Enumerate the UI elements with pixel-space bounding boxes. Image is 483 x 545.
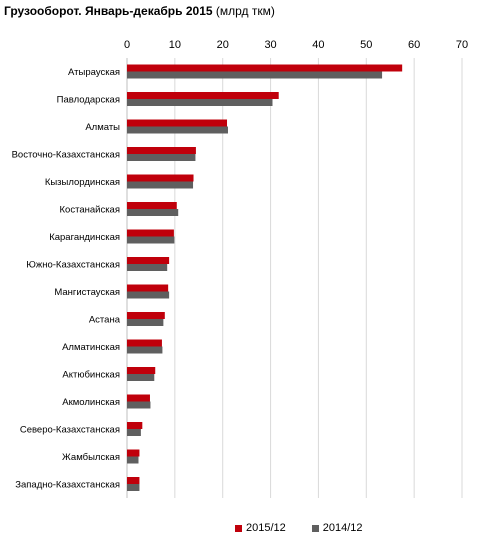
bar-2015 [127,477,140,484]
bar-2015 [127,394,150,402]
legend-item-2015: 2015/12 [235,522,286,534]
bar-2014 [127,374,155,381]
legend-label-2014: 2014/12 [322,522,363,534]
legend-item-2014: 2014/12 [311,522,363,534]
category-label: Костанайская [60,205,120,216]
bar-2015 [127,229,174,237]
bar-2014 [127,99,273,106]
x-tick-label-70: 70 [456,39,468,51]
category-label: Алматинская [62,342,120,353]
category-labels: Атырауская Павлодарская Алматы Восточно-Каз… [12,67,121,491]
category-label: Павлодарская [57,95,120,106]
category-label: Южно-Казахстанская [26,260,120,271]
bar-2015 [127,119,228,127]
bar-2014 [127,71,383,79]
bar-2014 [127,291,170,299]
category-label: Акмолинская [62,397,120,408]
bar-2014 [127,264,168,271]
category-label: Астана [89,315,121,326]
chart-title: Грузооборот. Январь-декабрь 2015 (млрд т… [4,4,275,18]
category-label: Атырауская [68,67,120,78]
legend-swatch-2014 [311,524,319,532]
bar-2015 [127,339,162,347]
bar-2014 [127,429,141,436]
x-axis-tick-labels: 0 10 20 30 40 50 60 70 [124,39,468,51]
bar-2014 [127,126,228,134]
x-tick-label-60: 60 [408,39,420,51]
bar-2015 [127,64,403,72]
category-label: Кызылординская [45,177,120,188]
bar-2015 [127,422,143,429]
x-tick-label-30: 30 [264,39,276,51]
x-tick-label-10: 10 [169,39,181,51]
legend: 2015/12 2014/12 [235,522,363,534]
bar-2014 [127,456,139,464]
bar-2014 [127,236,175,244]
bar-2014 [127,209,179,216]
bar-2014 [127,154,196,161]
bars [127,64,403,491]
x-tick-label-20: 20 [217,39,229,51]
category-label: Восточно-Казахстанская [12,150,120,161]
category-label: Северо-Казахстанская [20,425,120,436]
bar-2014 [127,181,194,189]
bar-2015 [127,174,194,182]
x-tick-label-0: 0 [124,39,130,51]
legend-label-2015: 2015/12 [246,522,286,534]
bar-2015 [127,257,170,264]
chart-unit-text: (млрд ткм) [215,4,275,18]
chart-title-text: Грузооборот. Январь-декабрь 2015 [4,4,213,18]
bar-2015 [127,312,165,319]
bar-2014 [127,319,164,326]
category-label: Мангистауская [54,287,120,298]
bar-2015 [127,202,177,209]
bar-2015 [127,367,156,374]
bar-2015 [127,92,279,99]
bar-2014 [127,401,151,409]
bar-2015 [127,284,169,292]
bar-2015 [127,147,196,154]
legend-swatch-2015 [235,524,242,532]
x-tick-label-50: 50 [360,39,372,51]
bar-2014 [127,484,140,491]
category-label: Актюбинская [62,370,120,381]
category-label: Карагандинская [49,232,120,243]
bar-2015 [127,449,140,457]
category-label: Западно-Казахстанская [15,480,120,491]
x-tick-label-40: 40 [312,39,324,51]
bar-2014 [127,346,163,354]
category-label: Алматы [85,122,120,133]
category-label: Жамбылская [62,452,120,463]
